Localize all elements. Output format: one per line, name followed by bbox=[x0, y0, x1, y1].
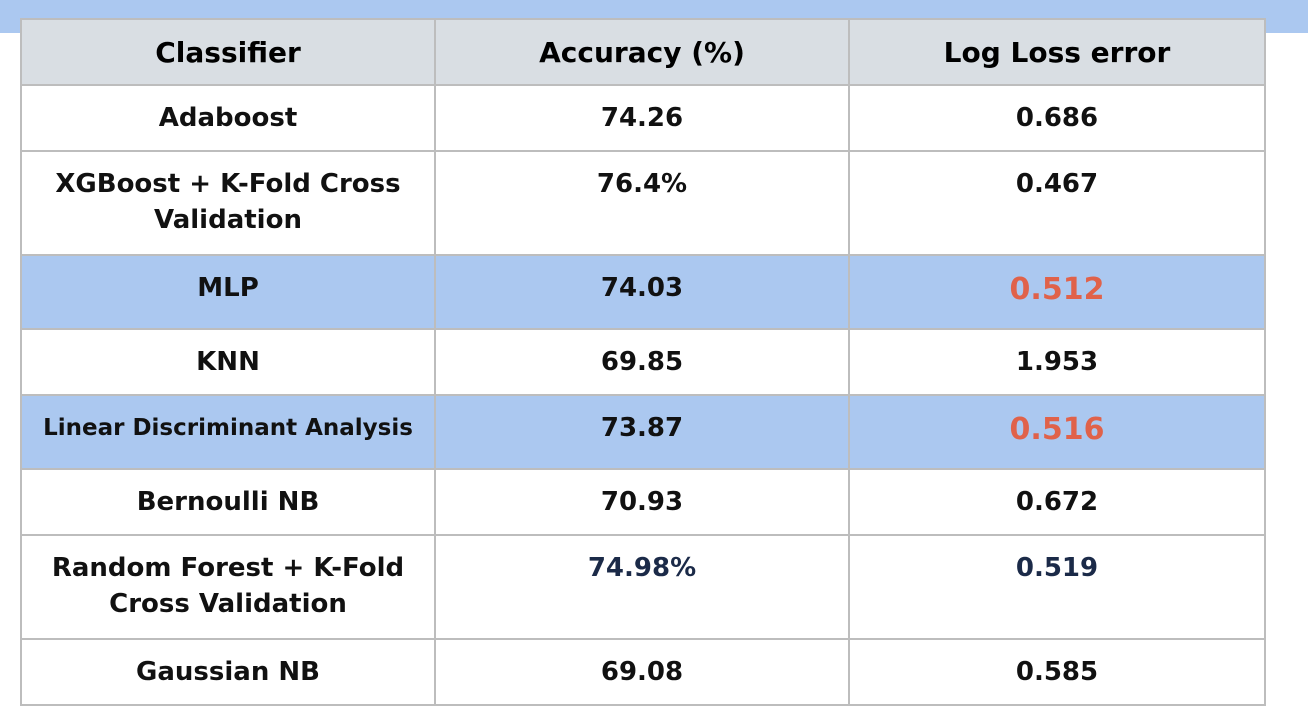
log-loss-cell: 0.686 bbox=[848, 84, 1266, 152]
log-loss-cell: 1.953 bbox=[848, 328, 1266, 396]
log-loss-cell: 0.467 bbox=[848, 150, 1266, 256]
classifier-cell: Linear Discriminant Analysis bbox=[20, 394, 436, 470]
table-header-row: Classifier Accuracy (%) Log Loss error bbox=[20, 18, 1266, 86]
header-accuracy: Accuracy (%) bbox=[434, 18, 850, 86]
classifier-cell: KNN bbox=[20, 328, 436, 396]
accuracy-cell: 73.87 bbox=[434, 394, 850, 470]
accuracy-cell: 69.08 bbox=[434, 638, 850, 706]
classifier-results-table-container: Classifier Accuracy (%) Log Loss error A… bbox=[20, 18, 1266, 706]
log-loss-cell: 0.585 bbox=[848, 638, 1266, 706]
accuracy-cell: 74.26 bbox=[434, 84, 850, 152]
classifier-cell: Gaussian NB bbox=[20, 638, 436, 706]
classifier-cell: Adaboost bbox=[20, 84, 436, 152]
table-row: Adaboost 74.26 0.686 bbox=[20, 84, 1266, 152]
table-row: Random Forest + K-Fold Cross Validation … bbox=[20, 534, 1266, 640]
classifier-results-table: Classifier Accuracy (%) Log Loss error A… bbox=[20, 18, 1266, 706]
header-log-loss: Log Loss error bbox=[848, 18, 1266, 86]
log-loss-cell: 0.672 bbox=[848, 468, 1266, 536]
header-classifier: Classifier bbox=[20, 18, 436, 86]
log-loss-cell-highlighted: 0.512 bbox=[848, 254, 1266, 330]
table-row: Bernoulli NB 70.93 0.672 bbox=[20, 468, 1266, 536]
classifier-cell: Bernoulli NB bbox=[20, 468, 436, 536]
log-loss-cell-highlighted: 0.516 bbox=[848, 394, 1266, 470]
log-loss-cell: 0.519 bbox=[848, 534, 1266, 640]
table-row: Gaussian NB 69.08 0.585 bbox=[20, 638, 1266, 706]
accuracy-cell: 70.93 bbox=[434, 468, 850, 536]
accuracy-cell: 76.4% bbox=[434, 150, 850, 256]
table-row-highlighted: MLP 74.03 0.512 bbox=[20, 254, 1266, 330]
table-row: KNN 69.85 1.953 bbox=[20, 328, 1266, 396]
table-row-highlighted: Linear Discriminant Analysis 73.87 0.516 bbox=[20, 394, 1266, 470]
accuracy-cell: 69.85 bbox=[434, 328, 850, 396]
classifier-cell: MLP bbox=[20, 254, 436, 330]
classifier-cell: XGBoost + K-Fold Cross Validation bbox=[20, 150, 436, 256]
accuracy-cell: 74.03 bbox=[434, 254, 850, 330]
table-row: XGBoost + K-Fold Cross Validation 76.4% … bbox=[20, 150, 1266, 256]
classifier-cell: Random Forest + K-Fold Cross Validation bbox=[20, 534, 436, 640]
accuracy-cell: 74.98% bbox=[434, 534, 850, 640]
